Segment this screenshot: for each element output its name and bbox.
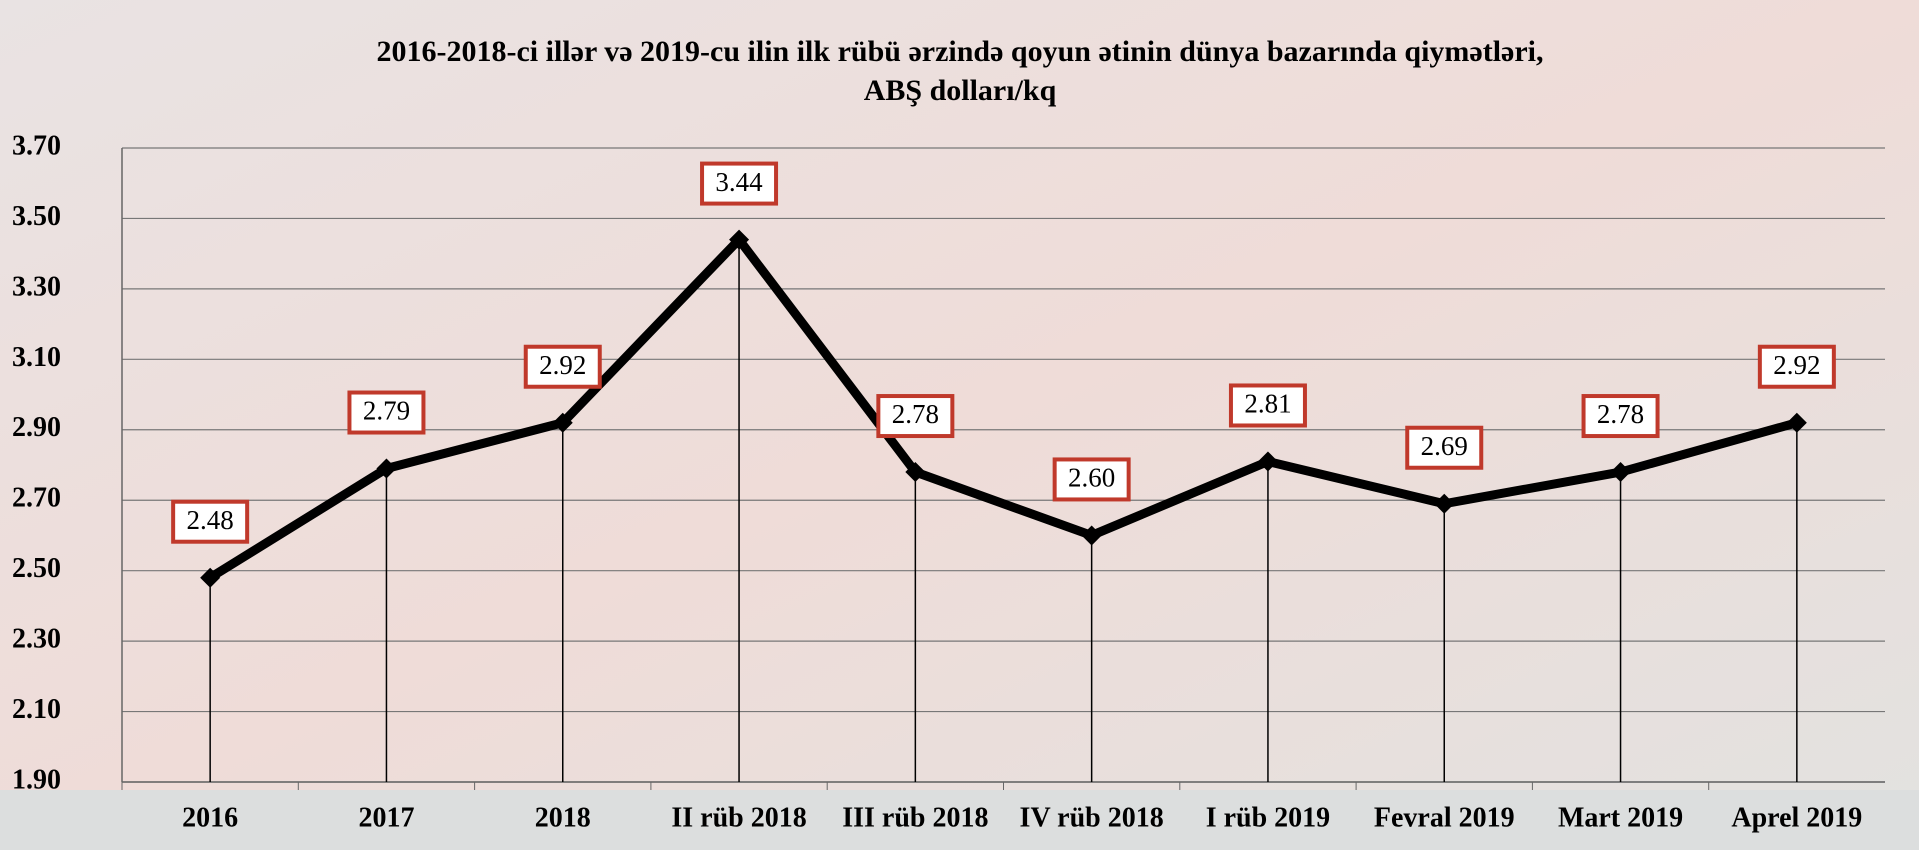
y-tick-label: 2.10	[12, 694, 61, 725]
label-box	[876, 394, 955, 439]
marker	[376, 458, 397, 479]
data-label: 2.78	[892, 399, 939, 429]
y-tick-label: 2.70	[12, 483, 61, 514]
label-box	[171, 499, 250, 544]
y-tick-label: 2.50	[12, 553, 61, 584]
label-box	[1052, 457, 1131, 502]
data-label: 2.69	[1421, 431, 1468, 461]
y-tick-label: 1.90	[12, 764, 61, 795]
label-box	[1405, 425, 1484, 470]
x-tick-label: 2016	[182, 802, 238, 833]
label-box	[523, 344, 602, 389]
x-tick-label: II rüb 2018	[671, 802, 806, 833]
x-tick-label: Mart 2019	[1558, 802, 1683, 833]
label-box	[1757, 344, 1836, 389]
marker	[1786, 412, 1807, 433]
data-label: 2.92	[539, 350, 586, 380]
label-box	[1581, 394, 1660, 439]
chart-title: ABŞ dolları/kq	[864, 74, 1057, 107]
data-label: 3.44	[715, 167, 763, 197]
y-tick-label: 3.10	[12, 342, 61, 373]
x-tick-label: 2017	[358, 802, 414, 833]
data-label: 2.79	[363, 396, 410, 426]
marker	[729, 229, 750, 250]
x-tick-label: Fevral 2019	[1374, 802, 1515, 833]
line	[207, 235, 1799, 582]
data-label: 2.92	[1773, 350, 1820, 380]
data-label: 2.60	[1068, 463, 1115, 493]
y-tick-label: 3.50	[12, 201, 61, 232]
marker	[905, 462, 926, 483]
y-tick-label: 3.70	[12, 130, 61, 161]
x-tick-label: Aprel 2019	[1731, 802, 1862, 833]
marker	[200, 567, 221, 588]
floor	[0, 790, 1919, 850]
y-tick-label: 2.90	[12, 412, 61, 443]
marker	[552, 412, 573, 433]
label-box	[700, 161, 779, 206]
marker	[1434, 493, 1455, 514]
data-label: 2.48	[187, 505, 234, 535]
marker	[1081, 525, 1102, 546]
marker	[1257, 451, 1278, 472]
data-label: 2.81	[1244, 389, 1291, 419]
x-tick-label: IV rüb 2018	[1020, 802, 1164, 833]
y-tick-label: 2.30	[12, 624, 61, 655]
marker	[1610, 462, 1631, 483]
chart-title: 2016-2018-ci illər və 2019-cu ilin ilk r…	[377, 35, 1544, 68]
x-tick-label: I rüb 2019	[1206, 802, 1330, 833]
data-label: 2.78	[1597, 399, 1644, 429]
y-tick-label: 3.30	[12, 271, 61, 302]
label-box	[1228, 383, 1307, 428]
x-tick-label: 2018	[535, 802, 591, 833]
x-tick-label: III rüb 2018	[842, 802, 988, 833]
label-box	[347, 390, 426, 435]
